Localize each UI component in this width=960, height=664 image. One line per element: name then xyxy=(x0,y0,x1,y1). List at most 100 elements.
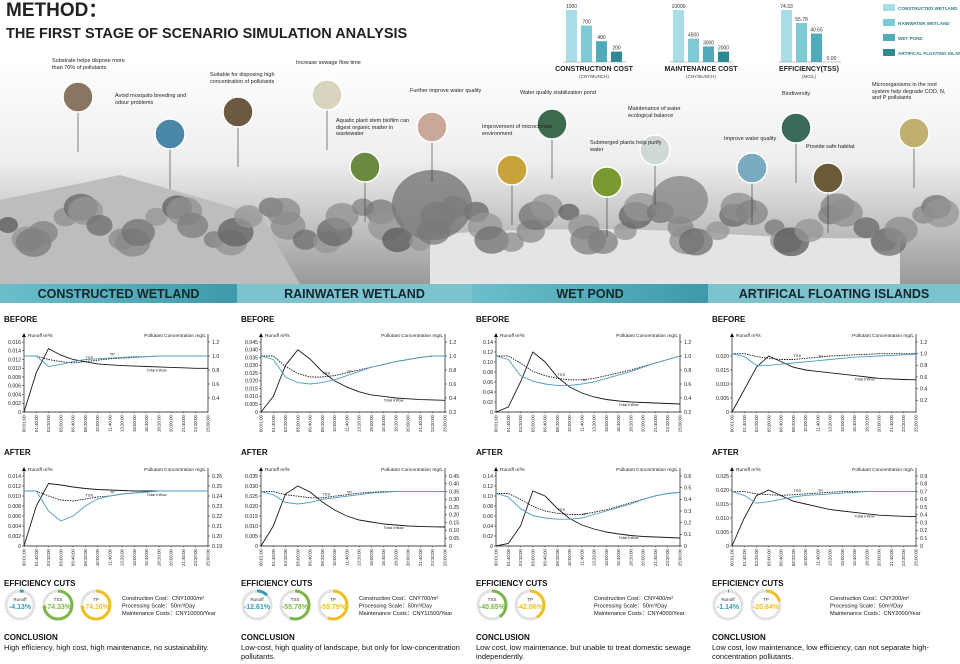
scene-tree xyxy=(499,232,524,252)
x-tick-label: 00:01:00 xyxy=(22,414,27,432)
y2-tick-label: 1.2 xyxy=(920,340,927,346)
x-tick-label: 16:40:00 xyxy=(144,548,149,566)
x-tick-label: 11:40:00 xyxy=(107,548,112,565)
x-tick-label: 25:00:00 xyxy=(678,414,683,432)
conclusion-text: High efficiency, high cost, high mainten… xyxy=(4,643,209,652)
y-axis-arrow xyxy=(22,333,26,337)
y-tick-label: 0.016 xyxy=(8,340,21,346)
series-label: TP xyxy=(818,488,823,493)
y-tick-label: 0.020 xyxy=(245,504,258,510)
cost-line: Construction Cost：CNY200/m² xyxy=(830,596,909,602)
scene-tree xyxy=(0,217,18,233)
scenario-name: CONSTRUCTED WETLAND xyxy=(38,287,200,301)
y-tick-label: 0.030 xyxy=(245,363,258,369)
bar-value-label: 400 xyxy=(597,35,606,41)
series-line xyxy=(732,353,916,360)
x-tick-label: 08:20:00 xyxy=(320,414,325,432)
y2-tick-label: 0.20 xyxy=(212,534,222,540)
ring-name: TSS xyxy=(54,597,63,602)
x-tick-label: 20:00:00 xyxy=(406,548,411,566)
y2-tick-label: 0.6 xyxy=(920,497,927,503)
ring-name: Runoff xyxy=(721,597,735,602)
x-tick-label: 18:20:00 xyxy=(628,414,633,432)
series-line xyxy=(24,355,208,367)
series-line xyxy=(24,490,208,522)
y-axis-arrow xyxy=(259,333,263,337)
y-tick-label: 0.020 xyxy=(245,379,258,385)
series-line xyxy=(260,491,445,505)
cost-line: Maintenance Costs：CNY11500/Year xyxy=(359,611,452,617)
y-tick-label: 0.015 xyxy=(245,386,258,392)
y2-tick-label: 1.2 xyxy=(449,340,456,346)
x-tick-label: 13:20:00 xyxy=(120,414,125,432)
x-tick-label: 00:01:00 xyxy=(259,414,264,432)
photo-circle xyxy=(639,134,671,166)
series-line xyxy=(495,491,681,520)
x-tick-label: 05:00:00 xyxy=(295,548,300,566)
scene-tree xyxy=(392,170,472,240)
cost-line: Maintenance Costs：CNY4000/Year xyxy=(594,611,685,617)
cost-line: Processing Scale：50m³/Day xyxy=(830,604,903,610)
annotation: Biodiversity xyxy=(782,91,811,97)
x-tick-label: 23:20:00 xyxy=(901,414,906,432)
scene-tree xyxy=(923,198,960,228)
x-tick-label: 03:20:00 xyxy=(46,548,51,566)
y2-tick-label: 0.6 xyxy=(684,474,691,480)
y2-tick-label: 0.4 xyxy=(684,497,691,503)
x-tick-label: 08:20:00 xyxy=(83,548,88,566)
scene-tree xyxy=(28,220,58,245)
y-tick-label: 0.005 xyxy=(245,534,258,540)
ring-value xyxy=(712,589,744,621)
x-tick-label: 25:00:00 xyxy=(206,548,211,566)
y-tick-label: 0.025 xyxy=(716,474,729,480)
photo-circle xyxy=(591,166,623,198)
x-tick-label: 21:40:00 xyxy=(181,414,186,432)
x-tick-label: 18:20:00 xyxy=(864,548,869,566)
x-tick-label: 05:00:00 xyxy=(295,414,300,432)
x-tick-label: 00:01:00 xyxy=(730,414,735,432)
y2-tick-label: 0.2 xyxy=(920,398,927,404)
y2-tick-label: 0.6 xyxy=(449,382,456,388)
x-tick-label: 16:40:00 xyxy=(616,548,621,566)
efficiency-heading: EFFICIENCY CUTS xyxy=(241,579,313,588)
x-tick-label: 11:40:00 xyxy=(344,414,349,431)
y-tick-label: 0.04 xyxy=(483,524,493,530)
ring-value-label: -74.33% xyxy=(45,604,72,611)
series-label: TSS xyxy=(793,353,801,358)
scenario-name: ARTIFICAL FLOATING ISLANDS xyxy=(739,287,930,301)
annotation: Improve water quality xyxy=(724,136,777,142)
series-line xyxy=(261,355,445,378)
scene-tree xyxy=(678,228,713,256)
y-tick-label: 0.030 xyxy=(245,484,258,490)
x-tick-label: 15:00:00 xyxy=(604,548,609,566)
x-tick-label: 10:00:00 xyxy=(95,548,100,566)
y-axis-label: Runoff m³/s xyxy=(500,333,525,339)
series-line xyxy=(260,349,446,413)
x-tick-label: 16:40:00 xyxy=(381,414,386,432)
series-line xyxy=(495,355,681,386)
y2-tick-label: 0.4 xyxy=(212,396,219,402)
ring-value-label: -20.84% xyxy=(753,604,780,611)
ring-value-label: -1.14% xyxy=(717,604,740,611)
y-tick-label: 0.010 xyxy=(8,366,21,372)
y2-axis-label: Pollutant Concentration mg/L xyxy=(381,467,443,473)
series-line xyxy=(731,353,917,366)
conclusion-text: Low-cost, high quality of landscape, but… xyxy=(241,643,460,661)
x-tick-label: 25:00:00 xyxy=(443,414,448,432)
x-tick-label: 23:20:00 xyxy=(430,414,435,432)
x-tick-label: 21:40:00 xyxy=(889,414,894,432)
y-tick-label: 0.014 xyxy=(8,349,21,355)
y-tick-label: 0.035 xyxy=(245,355,258,361)
bar-value-label: 74.33 xyxy=(780,4,793,10)
y-axis-label: Runoff m³/s xyxy=(736,467,761,473)
x-tick-label: 13:20:00 xyxy=(592,548,597,566)
y2-tick-label: 0.2 xyxy=(920,528,927,534)
scene-tree xyxy=(474,226,509,254)
x-tick-label: 25:00:00 xyxy=(443,548,448,566)
after-label: AFTER xyxy=(4,448,31,457)
x-tick-label: 05:00:00 xyxy=(530,414,535,432)
y2-tick-label: 0.4 xyxy=(920,386,927,392)
y-tick-label: 0.14 xyxy=(483,340,493,346)
legend-swatch xyxy=(883,19,895,26)
bar xyxy=(581,25,592,63)
